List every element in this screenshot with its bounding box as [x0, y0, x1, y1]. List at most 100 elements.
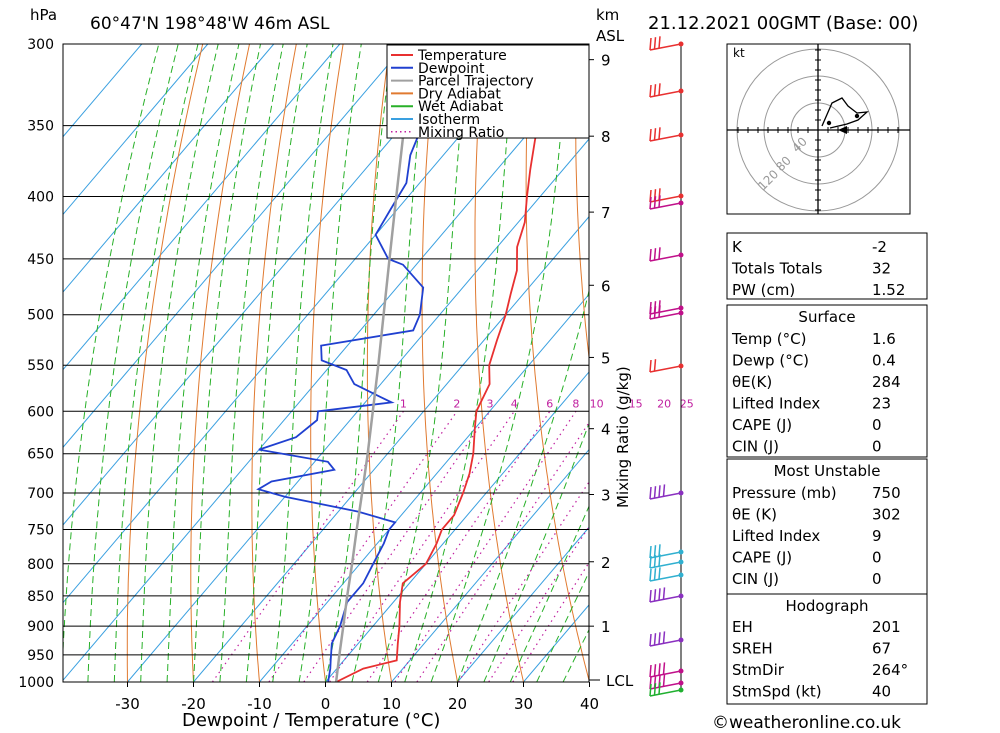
temperature-tick-label: 30: [514, 695, 533, 713]
legend-label: Temperature: [417, 48, 507, 64]
wind-barb-feather: [658, 83, 661, 96]
hodograph-param-label: StmDir: [732, 661, 785, 679]
surface-value: 0: [872, 438, 882, 456]
mixing-ratio-label: 10: [590, 397, 604, 410]
index-label: K: [732, 238, 743, 256]
mixing-ratio-line: [268, 410, 458, 682]
wet-adiabat-line: [87, 44, 179, 682]
wind-barb-feather: [658, 544, 661, 557]
hodograph-table-title: Hodograph: [785, 597, 868, 615]
wet-adiabat-line: [193, 44, 261, 682]
temperature-axis: -30 -20 -10 0 10 20 30 40: [115, 682, 599, 713]
wind-barb-feather: [658, 632, 661, 645]
most-unstable-value: 302: [872, 506, 901, 524]
pressure-tick-label: 450: [27, 252, 54, 268]
wet-adiabat-line: [219, 44, 284, 682]
credit-text: ©weatheronline.co.uk: [712, 713, 901, 733]
legend-label: Mixing Ratio: [418, 125, 504, 141]
isotherm-line: [63, 44, 209, 216]
mixing-ratio-label: 20: [657, 397, 671, 410]
surface-value: 284: [872, 373, 901, 391]
mixing-ratio-label: 4: [511, 397, 518, 410]
pressure-tick-label: 600: [27, 404, 54, 420]
surface-label: CAPE (J): [732, 416, 792, 434]
surface-value: 0: [872, 416, 882, 434]
wind-barb-feather: [649, 248, 652, 262]
wind-barb-feather: [653, 568, 657, 581]
hodograph-param-label: StmSpd (kt): [732, 683, 822, 701]
wet-adiabat-line: [245, 44, 308, 682]
wind-barb-feather: [662, 674, 666, 687]
wind-barb-feather: [653, 683, 657, 696]
wind-barb-feather: [649, 545, 652, 559]
isotherm-line: [63, 44, 341, 371]
hodograph-param-value: 201: [872, 618, 901, 636]
isotherm-line: [63, 44, 143, 138]
wind-barb-feather: [653, 545, 657, 558]
index-value: 32: [872, 260, 891, 278]
wind-barb-feather: [658, 567, 661, 580]
wind-barb-feather: [658, 682, 661, 695]
wind-barb-feather: [658, 127, 661, 140]
wind-barb-feather: [649, 633, 652, 647]
altitude-tick-label: 5: [601, 349, 611, 367]
dry-adiabat-line: [575, 44, 589, 362]
wind-barb-feather: [649, 306, 652, 320]
mixing-ratio-line: [366, 410, 551, 682]
wind-barb-feather: [653, 359, 657, 372]
surface-label: CIN (J): [732, 438, 779, 456]
altitude-tick-label: 9: [601, 52, 611, 70]
most-unstable-value: 750: [872, 484, 901, 502]
wind-barb-feather: [653, 306, 657, 319]
most-unstable-label: Pressure (mb): [732, 484, 837, 502]
pressure-tick-label: 500: [27, 308, 54, 324]
mixing-ratio-line: [512, 561, 589, 682]
pressure-tick-label: 950: [27, 648, 54, 664]
wind-barb-feather: [649, 84, 652, 98]
wind-barb-feather: [653, 84, 657, 97]
wet-adiabat-line: [536, 571, 589, 682]
wind-barb-feather: [649, 589, 652, 603]
temperature-tick-label: -30: [115, 695, 140, 713]
pressure-tick-label: 300: [27, 37, 54, 53]
temperature-tick-label: -20: [181, 695, 206, 713]
wind-barb-feather: [649, 555, 652, 569]
series-line-temperature: [335, 44, 559, 682]
pressure-tick-label: 550: [27, 358, 54, 374]
lcl-label: LCL: [606, 672, 634, 690]
mixing-ratio-axis-title: Mixing Ratio (g/kg): [614, 366, 632, 508]
pressure-tick-label: 900: [27, 619, 54, 635]
dry-adiabat-line: [624, 44, 722, 682]
wind-barb-feather: [653, 486, 657, 499]
hodograph-param-label: SREH: [732, 640, 773, 658]
wind-barb-feather: [658, 195, 661, 208]
wind-barb-feather: [653, 664, 657, 677]
wind-barb-feather: [662, 484, 666, 497]
mixing-ratio-label: 6: [546, 397, 553, 410]
isotherm-line: [63, 44, 275, 293]
km-unit-label: km: [596, 6, 619, 24]
mixing-ratio-line: [303, 410, 491, 682]
storm-motion-arrow: [838, 126, 847, 134]
wind-barb-feather: [658, 247, 661, 260]
mixing-ratio-label: 1: [400, 397, 407, 410]
wind-barb-feather: [653, 555, 657, 568]
pressure-tick-label: 800: [27, 557, 54, 573]
most-unstable-label: θE (K): [732, 506, 777, 524]
wind-barb-feather: [649, 486, 652, 500]
legend-label: Dewpoint: [418, 61, 485, 77]
wind-barb-feather: [658, 588, 661, 601]
pressure-tick-label: 750: [27, 523, 54, 539]
isotherm-line: [193, 215, 589, 682]
altitude-tick-label: 8: [601, 128, 611, 146]
wind-barb-feather: [658, 663, 661, 676]
x-axis-title: Dewpoint / Temperature (°C): [182, 710, 440, 731]
isotherm-line: [259, 293, 589, 682]
dry-adiabat-line: [951, 44, 1000, 682]
most-unstable-value: 9: [872, 527, 882, 545]
most-unstable-label: CAPE (J): [732, 549, 792, 567]
wet-adiabat-line: [63, 44, 160, 661]
hodograph-trace: [821, 97, 869, 129]
altitude-tick-label: 6: [601, 277, 611, 295]
wind-barb-feather: [649, 128, 652, 142]
